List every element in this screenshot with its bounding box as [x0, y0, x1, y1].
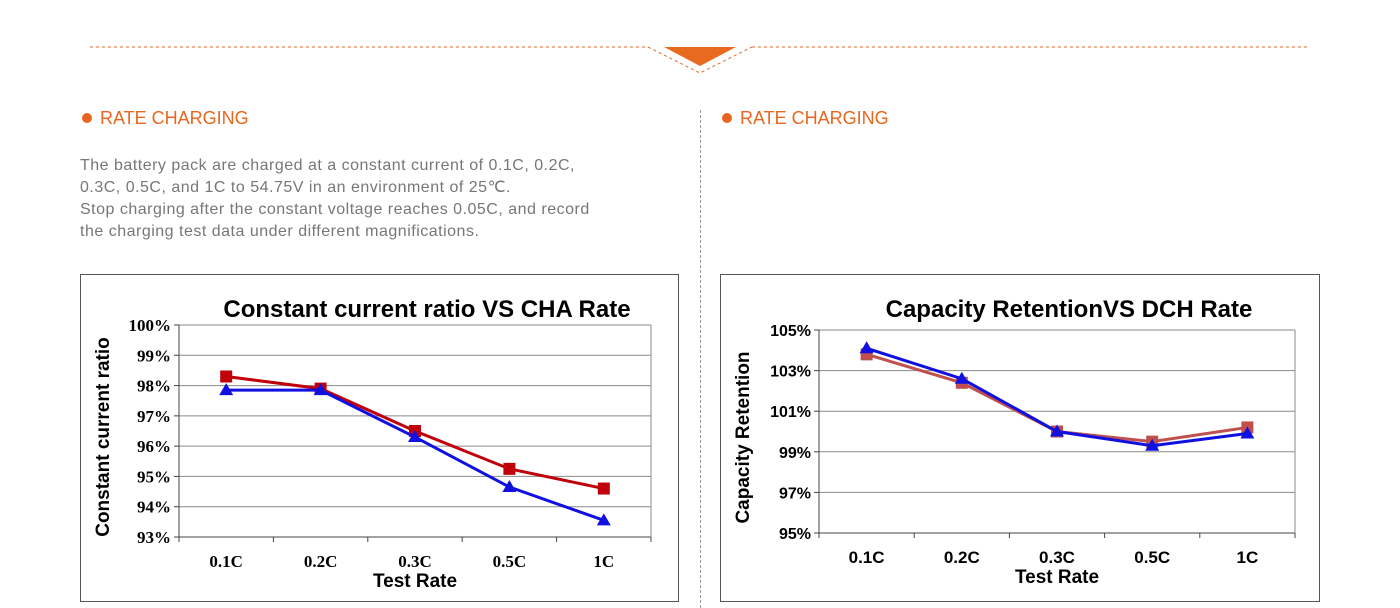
data-point-triangle: [1240, 426, 1255, 439]
data-point-triangle: [219, 383, 234, 396]
y-tick-label: 99%: [779, 445, 811, 462]
chart-left: 93% 94% 95% 96% 97% 98% 99% 100% 0.1C 0.2C 0.3C 0.5…: [80, 274, 679, 602]
data-point-triangle: [502, 480, 517, 493]
x-tick-label: 0.3C: [398, 552, 432, 571]
y-tick-label: 95%: [779, 526, 811, 543]
description-line: Stop charging after the constant voltage…: [80, 201, 590, 218]
y-tick-label: 94%: [137, 498, 171, 517]
y-tick-label: 93%: [137, 528, 171, 547]
x-tick-label: 1C: [593, 552, 614, 571]
column-divider: [700, 110, 701, 608]
data-point-triangle: [596, 513, 611, 526]
y-axis-label: Capacity Retention: [733, 351, 754, 523]
section-title-right: RATE CHARGING: [722, 108, 889, 129]
x-tick-label: 0.1C: [209, 552, 243, 571]
chart-right-svg: 95% 97% 99% 101% 103% 105% 0.1C 0.2C 0.3C 0.5C 1C C…: [733, 296, 1296, 588]
data-point-triangle: [1050, 424, 1064, 437]
bullet-dot-icon: [82, 113, 92, 123]
data-point-square: [597, 482, 610, 495]
x-tick-label: 1C: [1237, 548, 1259, 567]
section-title-left: RATE CHARGING: [82, 108, 249, 129]
x-tick-label: 0.2C: [304, 552, 338, 571]
description-line: the charging test data under different m…: [80, 223, 480, 240]
x-tick-label: 0.3C: [1039, 548, 1075, 567]
y-tick-label: 96%: [137, 437, 171, 456]
y-tick-label: 99%: [137, 346, 171, 365]
data-point-triangle: [1145, 438, 1160, 451]
y-tick-label: 97%: [779, 485, 811, 502]
chart-right: 95% 97% 99% 101% 103% 105% 0.1C 0.2C 0.3C 0.5C 1C C…: [720, 274, 1320, 602]
top-divider-notch: [90, 46, 1310, 74]
y-tick-label: 100%: [129, 316, 172, 335]
bullet-dot-icon: [722, 113, 732, 123]
y-tick-label: 103%: [770, 364, 811, 381]
y-tick-label: 97%: [137, 407, 171, 426]
y-tick-label: 95%: [137, 467, 171, 486]
series-line: [226, 388, 605, 522]
chart-title: Capacity RetentionVS DCH Rate: [886, 296, 1253, 323]
x-tick-label: 0.5C: [1134, 548, 1170, 567]
data-point-triangle: [313, 383, 328, 396]
data-point-square: [220, 370, 233, 383]
description-line: 0.3C, 0.5C, and 1C to 54.75V in an envir…: [80, 179, 511, 196]
y-tick-label: 101%: [770, 404, 811, 421]
y-axis-label: Constant current ratio: [93, 337, 114, 537]
x-tick-label: 0.5C: [493, 552, 527, 571]
chart-title: Constant current ratio VS CHA Rate: [223, 296, 630, 323]
x-axis-label: Test Rate: [373, 571, 457, 592]
data-point-triangle: [408, 430, 422, 443]
y-tick-label: 98%: [137, 377, 171, 396]
y-tick-label: 105%: [770, 323, 811, 340]
description-line: The battery pack are charged at a consta…: [80, 157, 575, 174]
chart-left-svg: 93% 94% 95% 96% 97% 98% 99% 100% 0.1C 0.2C 0.3C 0.5…: [93, 296, 652, 592]
description-text: The battery pack are charged at a consta…: [80, 155, 680, 243]
x-tick-label: 0.1C: [849, 548, 885, 567]
data-point-square: [503, 462, 516, 475]
x-axis-label: Test Rate: [1015, 567, 1099, 588]
data-point-triangle: [859, 341, 874, 354]
data-point-triangle: [954, 371, 969, 384]
x-tick-label: 0.2C: [944, 548, 980, 567]
